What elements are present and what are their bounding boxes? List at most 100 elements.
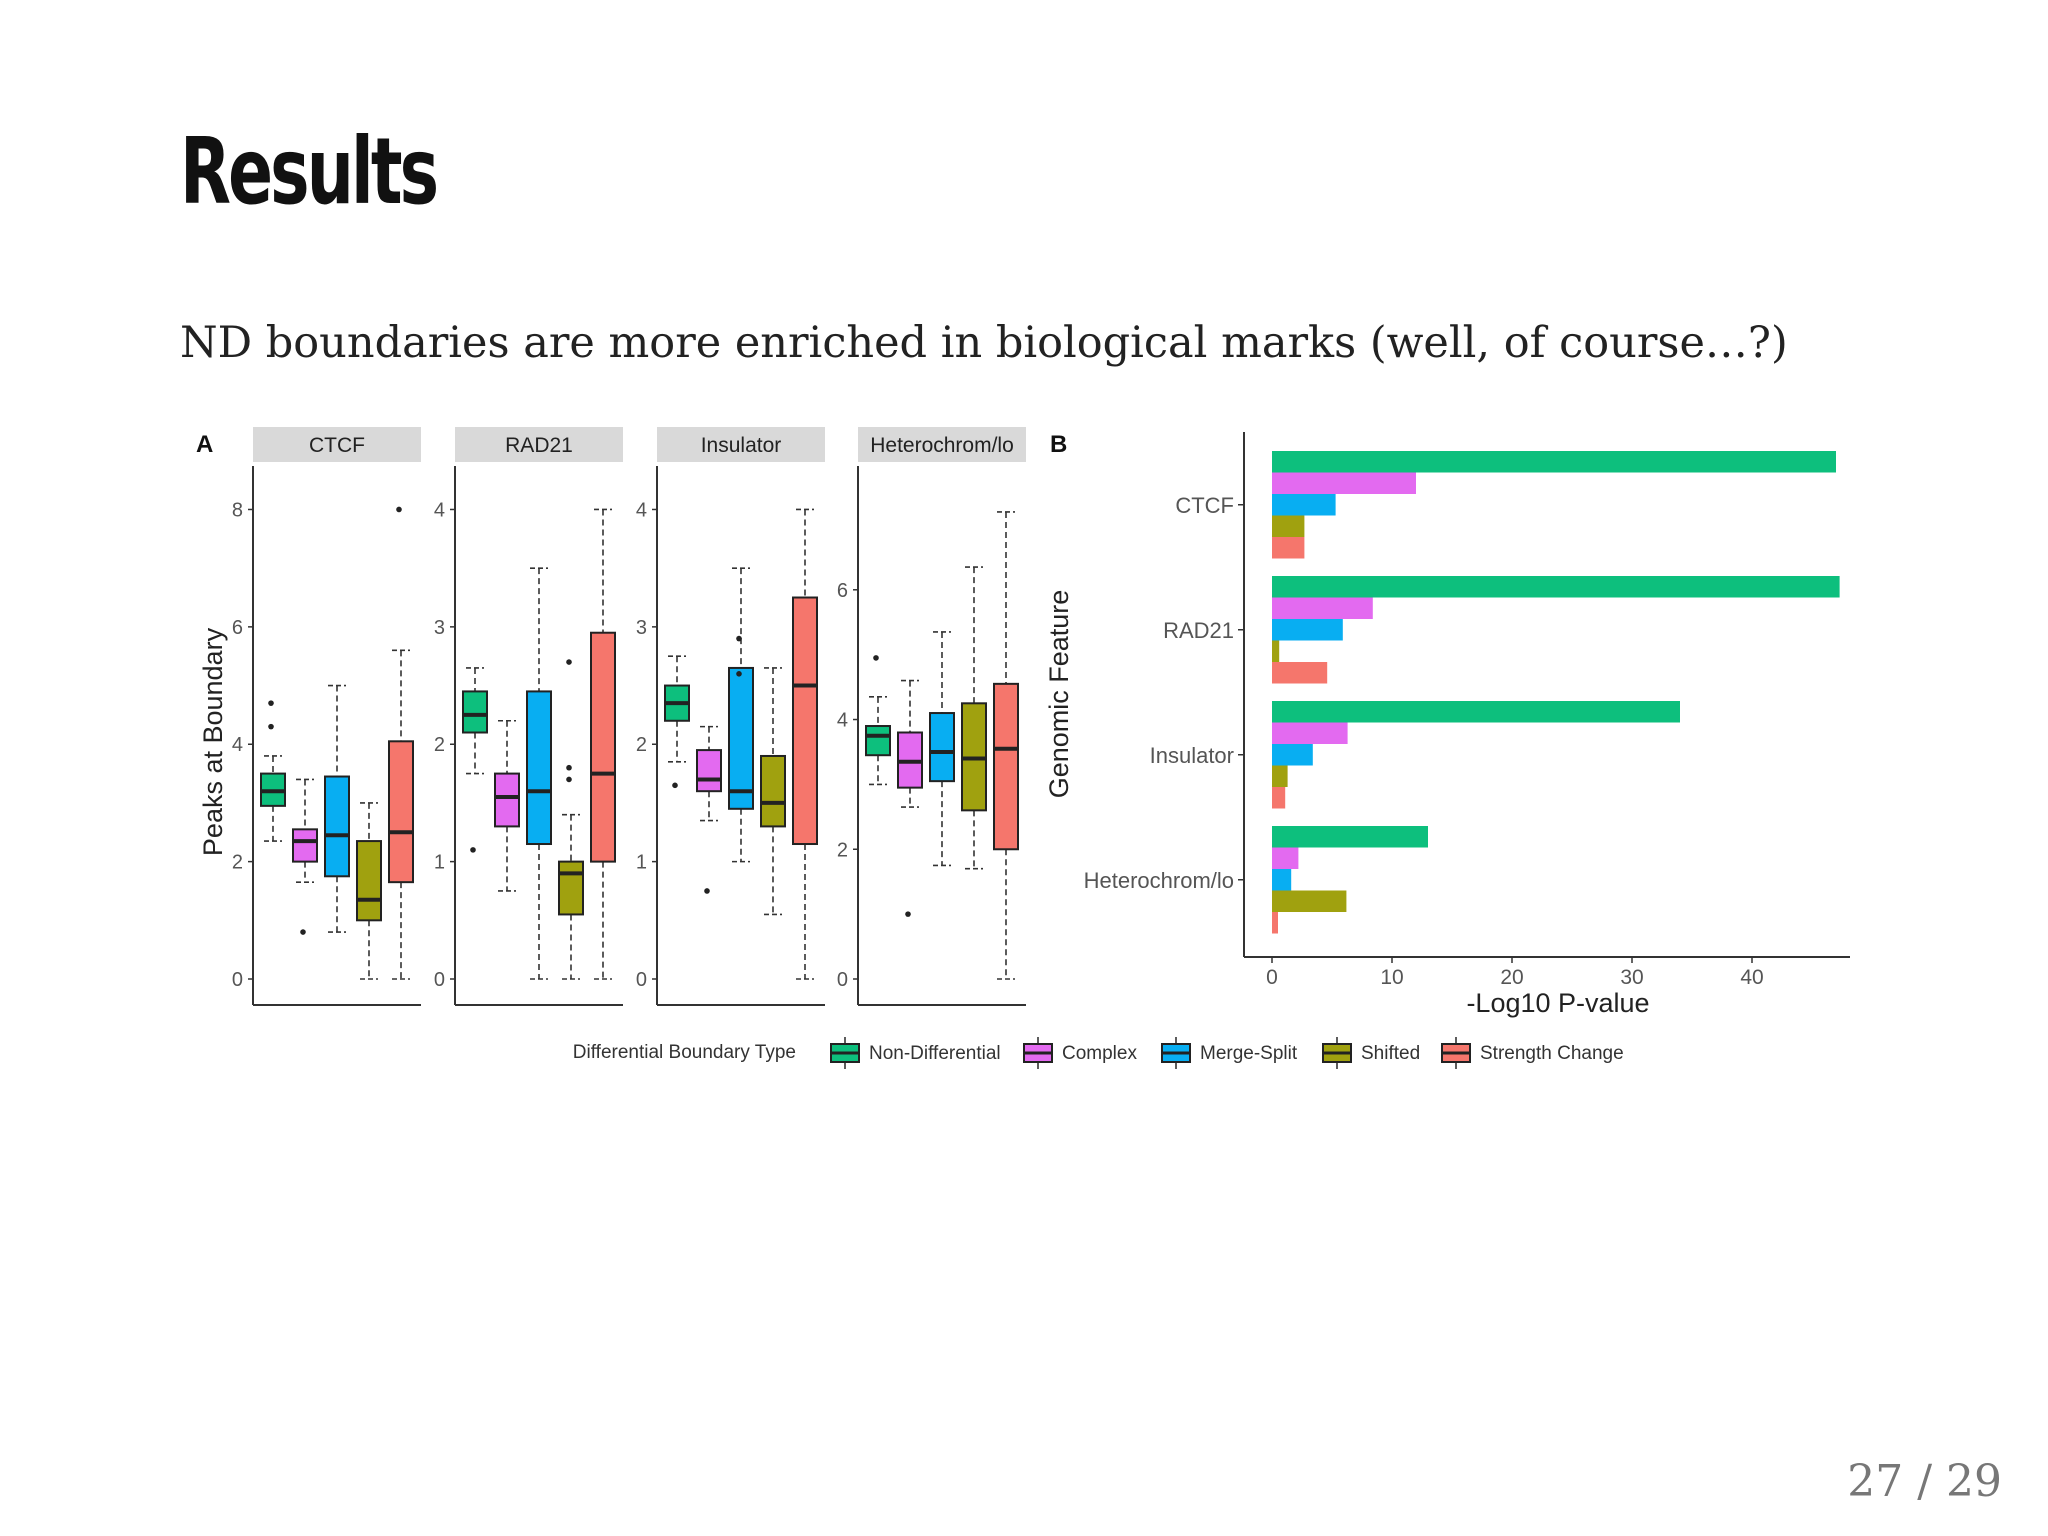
box-iqr (292, 828, 318, 863)
panel-label-b: B (1050, 431, 1067, 458)
bar-strength-change (1272, 662, 1328, 684)
y-tick-label: 0 (636, 969, 647, 991)
box-non-differential (462, 667, 488, 853)
box-iqr (865, 725, 891, 757)
page-number: 27 / 29 (1847, 1456, 2002, 1507)
box-iqr (388, 740, 414, 884)
box-strength-change (388, 506, 414, 980)
legend-label: Non-Differential (869, 1043, 1001, 1064)
facet-strip-label: Insulator (701, 434, 782, 457)
y-tick-label: 1 (434, 852, 445, 874)
box-shifted (760, 667, 786, 916)
y-tick-label: 0 (837, 969, 848, 991)
bar-merge-split (1272, 494, 1336, 516)
bar-group-rad21: RAD21 (1163, 576, 1840, 684)
box-shifted (356, 802, 382, 980)
legend-label: Merge-Split (1200, 1043, 1298, 1064)
box-iqr (696, 749, 722, 793)
slide-text: ND boundaries are more enriched in biolo… (180, 318, 1788, 368)
bar-group-insulator: Insulator (1150, 701, 1680, 809)
box-non-differential (865, 655, 891, 786)
bar-merge-split (1272, 869, 1292, 891)
facet-ctcf: CTCF 0 2 4 6 8 (232, 427, 421, 1006)
box-shifted (961, 566, 987, 870)
bar-complex (1272, 597, 1373, 619)
box-iqr (760, 754, 786, 828)
bar-merge-split (1272, 744, 1313, 766)
outlier-point (736, 671, 742, 677)
box-complex (897, 679, 923, 917)
y-tick-label: 8 (232, 499, 243, 521)
box-iqr (993, 682, 1019, 851)
bar-merge-split (1272, 619, 1343, 641)
slide-title: Results (180, 118, 439, 225)
outlier-point (566, 764, 572, 771)
box-strength-change (993, 511, 1019, 980)
box-iqr (590, 631, 616, 863)
box-merge-split (728, 567, 754, 863)
outlier-point (396, 506, 402, 513)
y-tick-label: 0 (232, 969, 243, 991)
category-label: RAD21 (1163, 618, 1234, 643)
facet-strip-label: Heterochrom/lo (870, 434, 1014, 457)
y-axis-label-b: Genomic Feature (1044, 590, 1074, 799)
y-tick-label: 4 (837, 710, 848, 732)
outlier-point (268, 700, 274, 706)
outlier-point (905, 911, 911, 917)
legend-item-shifted: Shifted (1322, 1037, 1420, 1069)
box-complex (696, 725, 722, 894)
box-merge-split (324, 684, 350, 933)
box-complex (292, 778, 318, 935)
y-tick-label: 3 (636, 617, 647, 639)
box-iqr (558, 860, 584, 916)
box-strength-change (792, 508, 818, 980)
bar-complex (1272, 722, 1348, 744)
panel-label-a: A (196, 431, 213, 458)
y-tick-label: 0 (434, 969, 445, 991)
y-tick-label: 4 (434, 499, 445, 521)
facet-strip (253, 427, 421, 462)
y-tick-label: 2 (837, 839, 848, 861)
bar-non-differential (1272, 826, 1428, 848)
box-merge-split (526, 567, 552, 980)
y-axis-label-a: Peaks at Boundary (198, 627, 228, 856)
y-tick-label: 4 (636, 499, 647, 521)
box-iqr (526, 690, 552, 846)
facet-strip (455, 427, 623, 462)
facet-heterochrom-lo: Heterochrom/lo 0 2 4 6 (837, 427, 1026, 1006)
bar-non-differential (1272, 576, 1840, 598)
bar-non-differential (1272, 451, 1836, 473)
x-axis-label-b: -Log10 P-value (1466, 988, 1649, 1018)
y-tick-label: 6 (837, 580, 848, 602)
outlier-point (736, 635, 742, 642)
facet-rad21: RAD21 0 1 2 3 4 (434, 427, 623, 1006)
outlier-point (470, 847, 476, 853)
category-label: CTCF (1175, 493, 1234, 518)
bar-non-differential (1272, 701, 1680, 723)
bar-complex (1272, 847, 1299, 869)
bar-strength-change (1272, 912, 1278, 934)
bar-shifted (1272, 765, 1288, 787)
x-tick-label: 40 (1740, 966, 1763, 989)
bar-strength-change (1272, 537, 1305, 559)
legend-label: Shifted (1361, 1043, 1420, 1064)
category-label: Heterochrom/lo (1084, 868, 1234, 893)
facet-insulator: Insulator 0 1 2 3 4 (636, 427, 825, 1006)
bar-group-ctcf: CTCF (1175, 451, 1836, 559)
legend-item-complex: Complex (1023, 1037, 1137, 1069)
legend-title: Differential Boundary Type (573, 1042, 796, 1063)
plot-background (1244, 432, 1850, 957)
box-complex (494, 719, 520, 892)
box-iqr (356, 840, 382, 922)
box-iqr (728, 666, 754, 810)
y-tick-label: 3 (434, 617, 445, 639)
category-label: Insulator (1150, 743, 1234, 768)
bar-strength-change (1272, 787, 1286, 809)
box-strength-change (590, 508, 616, 980)
y-tick-label: 4 (232, 734, 243, 756)
bar-shifted (1272, 640, 1280, 662)
legend-item-merge-split: Merge-Split (1161, 1037, 1298, 1069)
legend-label: Complex (1062, 1043, 1137, 1064)
